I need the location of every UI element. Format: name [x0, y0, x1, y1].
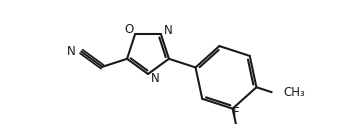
Text: N: N — [164, 24, 172, 37]
Text: N: N — [67, 45, 75, 58]
Text: CH₃: CH₃ — [284, 86, 306, 99]
Text: F: F — [233, 106, 239, 119]
Text: O: O — [124, 23, 134, 36]
Text: N: N — [151, 73, 160, 86]
